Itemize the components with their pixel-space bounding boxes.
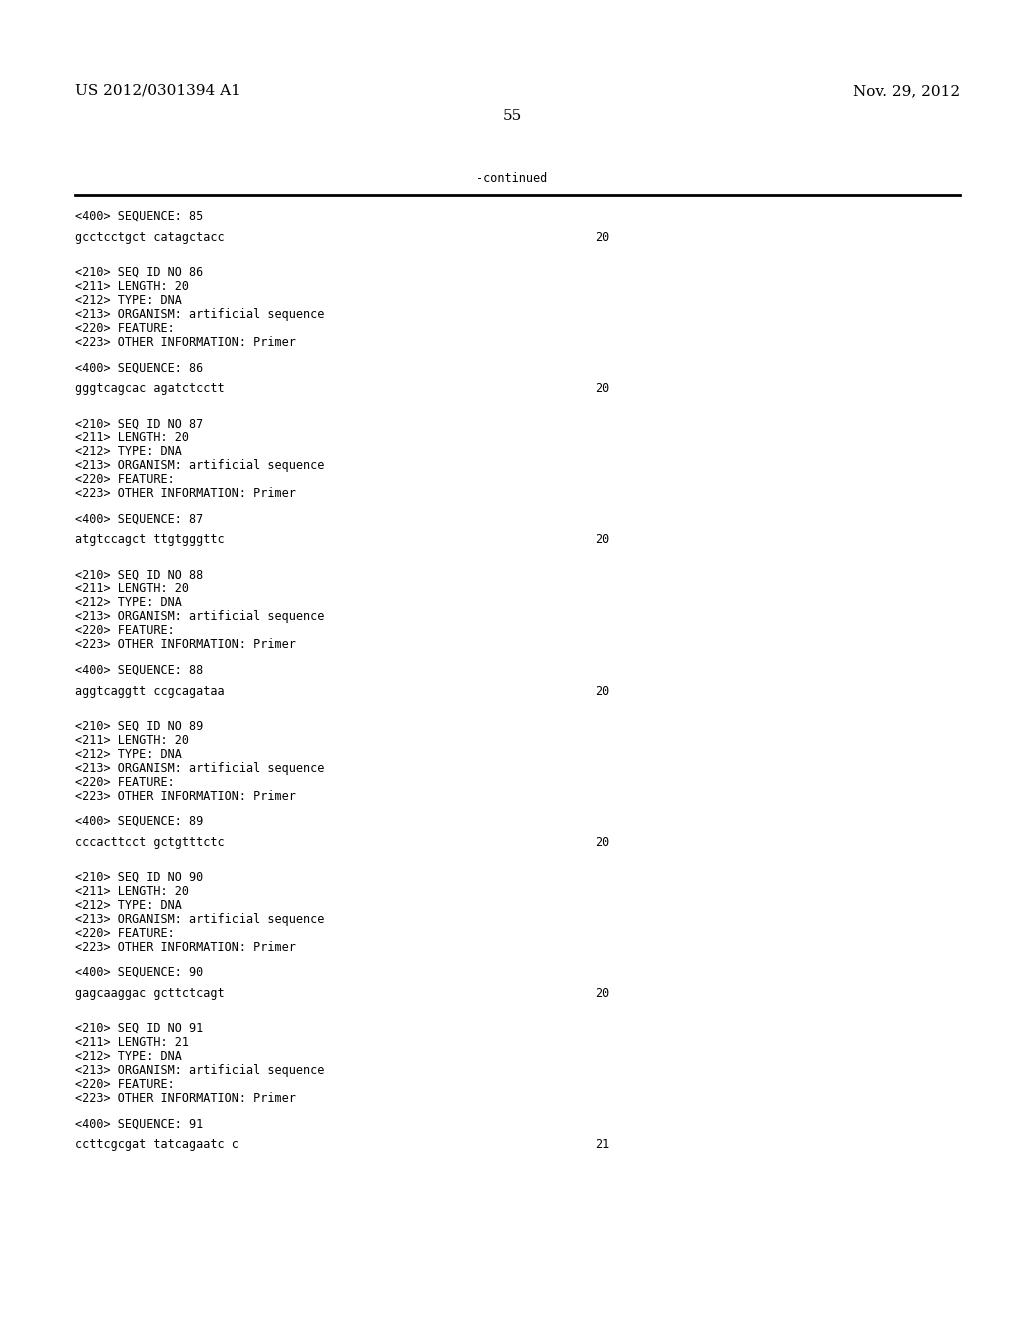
- Text: <211> LENGTH: 20: <211> LENGTH: 20: [75, 280, 189, 293]
- Text: <212> TYPE: DNA: <212> TYPE: DNA: [75, 597, 182, 610]
- Text: <211> LENGTH: 20: <211> LENGTH: 20: [75, 884, 189, 898]
- Text: <400> SEQUENCE: 86: <400> SEQUENCE: 86: [75, 362, 203, 374]
- Text: 20: 20: [595, 231, 609, 244]
- Text: <210> SEQ ID NO 88: <210> SEQ ID NO 88: [75, 569, 203, 581]
- Text: <223> OTHER INFORMATION: Primer: <223> OTHER INFORMATION: Primer: [75, 1092, 296, 1105]
- Text: atgtccagct ttgtgggttc: atgtccagct ttgtgggttc: [75, 533, 224, 546]
- Text: <220> FEATURE:: <220> FEATURE:: [75, 624, 175, 638]
- Text: <223> OTHER INFORMATION: Primer: <223> OTHER INFORMATION: Primer: [75, 487, 296, 500]
- Text: <400> SEQUENCE: 89: <400> SEQUENCE: 89: [75, 814, 203, 828]
- Text: <210> SEQ ID NO 87: <210> SEQ ID NO 87: [75, 417, 203, 430]
- Text: <212> TYPE: DNA: <212> TYPE: DNA: [75, 1049, 182, 1063]
- Text: <400> SEQUENCE: 91: <400> SEQUENCE: 91: [75, 1117, 203, 1130]
- Text: <213> ORGANISM: artificial sequence: <213> ORGANISM: artificial sequence: [75, 913, 325, 925]
- Text: <220> FEATURE:: <220> FEATURE:: [75, 1078, 175, 1092]
- Text: aggtcaggtt ccgcagataa: aggtcaggtt ccgcagataa: [75, 685, 224, 697]
- Text: <220> FEATURE:: <220> FEATURE:: [75, 776, 175, 788]
- Text: <400> SEQUENCE: 87: <400> SEQUENCE: 87: [75, 512, 203, 525]
- Text: 21: 21: [595, 1138, 609, 1151]
- Text: <400> SEQUENCE: 85: <400> SEQUENCE: 85: [75, 210, 203, 223]
- Text: <213> ORGANISM: artificial sequence: <213> ORGANISM: artificial sequence: [75, 610, 325, 623]
- Text: <223> OTHER INFORMATION: Primer: <223> OTHER INFORMATION: Primer: [75, 789, 296, 803]
- Text: <210> SEQ ID NO 86: <210> SEQ ID NO 86: [75, 267, 203, 279]
- Text: <223> OTHER INFORMATION: Primer: <223> OTHER INFORMATION: Primer: [75, 639, 296, 651]
- Text: <211> LENGTH: 20: <211> LENGTH: 20: [75, 582, 189, 595]
- Text: <213> ORGANISM: artificial sequence: <213> ORGANISM: artificial sequence: [75, 459, 325, 473]
- Text: <400> SEQUENCE: 90: <400> SEQUENCE: 90: [75, 966, 203, 979]
- Text: <210> SEQ ID NO 90: <210> SEQ ID NO 90: [75, 871, 203, 884]
- Text: 20: 20: [595, 533, 609, 546]
- Text: <400> SEQUENCE: 88: <400> SEQUENCE: 88: [75, 664, 203, 677]
- Text: 20: 20: [595, 685, 609, 697]
- Text: <220> FEATURE:: <220> FEATURE:: [75, 927, 175, 940]
- Text: gggtcagcac agatctcctt: gggtcagcac agatctcctt: [75, 383, 224, 395]
- Text: <211> LENGTH: 20: <211> LENGTH: 20: [75, 432, 189, 445]
- Text: 20: 20: [595, 383, 609, 395]
- Text: ccttcgcgat tatcagaatc c: ccttcgcgat tatcagaatc c: [75, 1138, 239, 1151]
- Text: <220> FEATURE:: <220> FEATURE:: [75, 322, 175, 335]
- Text: <213> ORGANISM: artificial sequence: <213> ORGANISM: artificial sequence: [75, 762, 325, 775]
- Text: <220> FEATURE:: <220> FEATURE:: [75, 473, 175, 486]
- Text: Nov. 29, 2012: Nov. 29, 2012: [853, 84, 961, 98]
- Text: gagcaaggac gcttctcagt: gagcaaggac gcttctcagt: [75, 987, 224, 1001]
- Text: US 2012/0301394 A1: US 2012/0301394 A1: [75, 84, 241, 98]
- Text: -continued: -continued: [476, 172, 548, 185]
- Text: <212> TYPE: DNA: <212> TYPE: DNA: [75, 294, 182, 308]
- Text: gcctcctgct catagctacc: gcctcctgct catagctacc: [75, 231, 224, 244]
- Text: <210> SEQ ID NO 91: <210> SEQ ID NO 91: [75, 1022, 203, 1035]
- Text: <223> OTHER INFORMATION: Primer: <223> OTHER INFORMATION: Primer: [75, 337, 296, 348]
- Text: <213> ORGANISM: artificial sequence: <213> ORGANISM: artificial sequence: [75, 1064, 325, 1077]
- Text: <212> TYPE: DNA: <212> TYPE: DNA: [75, 899, 182, 912]
- Text: <210> SEQ ID NO 89: <210> SEQ ID NO 89: [75, 719, 203, 733]
- Text: 20: 20: [595, 987, 609, 1001]
- Text: <211> LENGTH: 20: <211> LENGTH: 20: [75, 734, 189, 747]
- Text: <211> LENGTH: 21: <211> LENGTH: 21: [75, 1036, 189, 1049]
- Text: <212> TYPE: DNA: <212> TYPE: DNA: [75, 445, 182, 458]
- Text: <212> TYPE: DNA: <212> TYPE: DNA: [75, 747, 182, 760]
- Text: 55: 55: [503, 110, 521, 123]
- Text: <213> ORGANISM: artificial sequence: <213> ORGANISM: artificial sequence: [75, 308, 325, 321]
- Text: cccacttcct gctgtttctc: cccacttcct gctgtttctc: [75, 836, 224, 849]
- Text: 20: 20: [595, 836, 609, 849]
- Text: <223> OTHER INFORMATION: Primer: <223> OTHER INFORMATION: Primer: [75, 941, 296, 954]
